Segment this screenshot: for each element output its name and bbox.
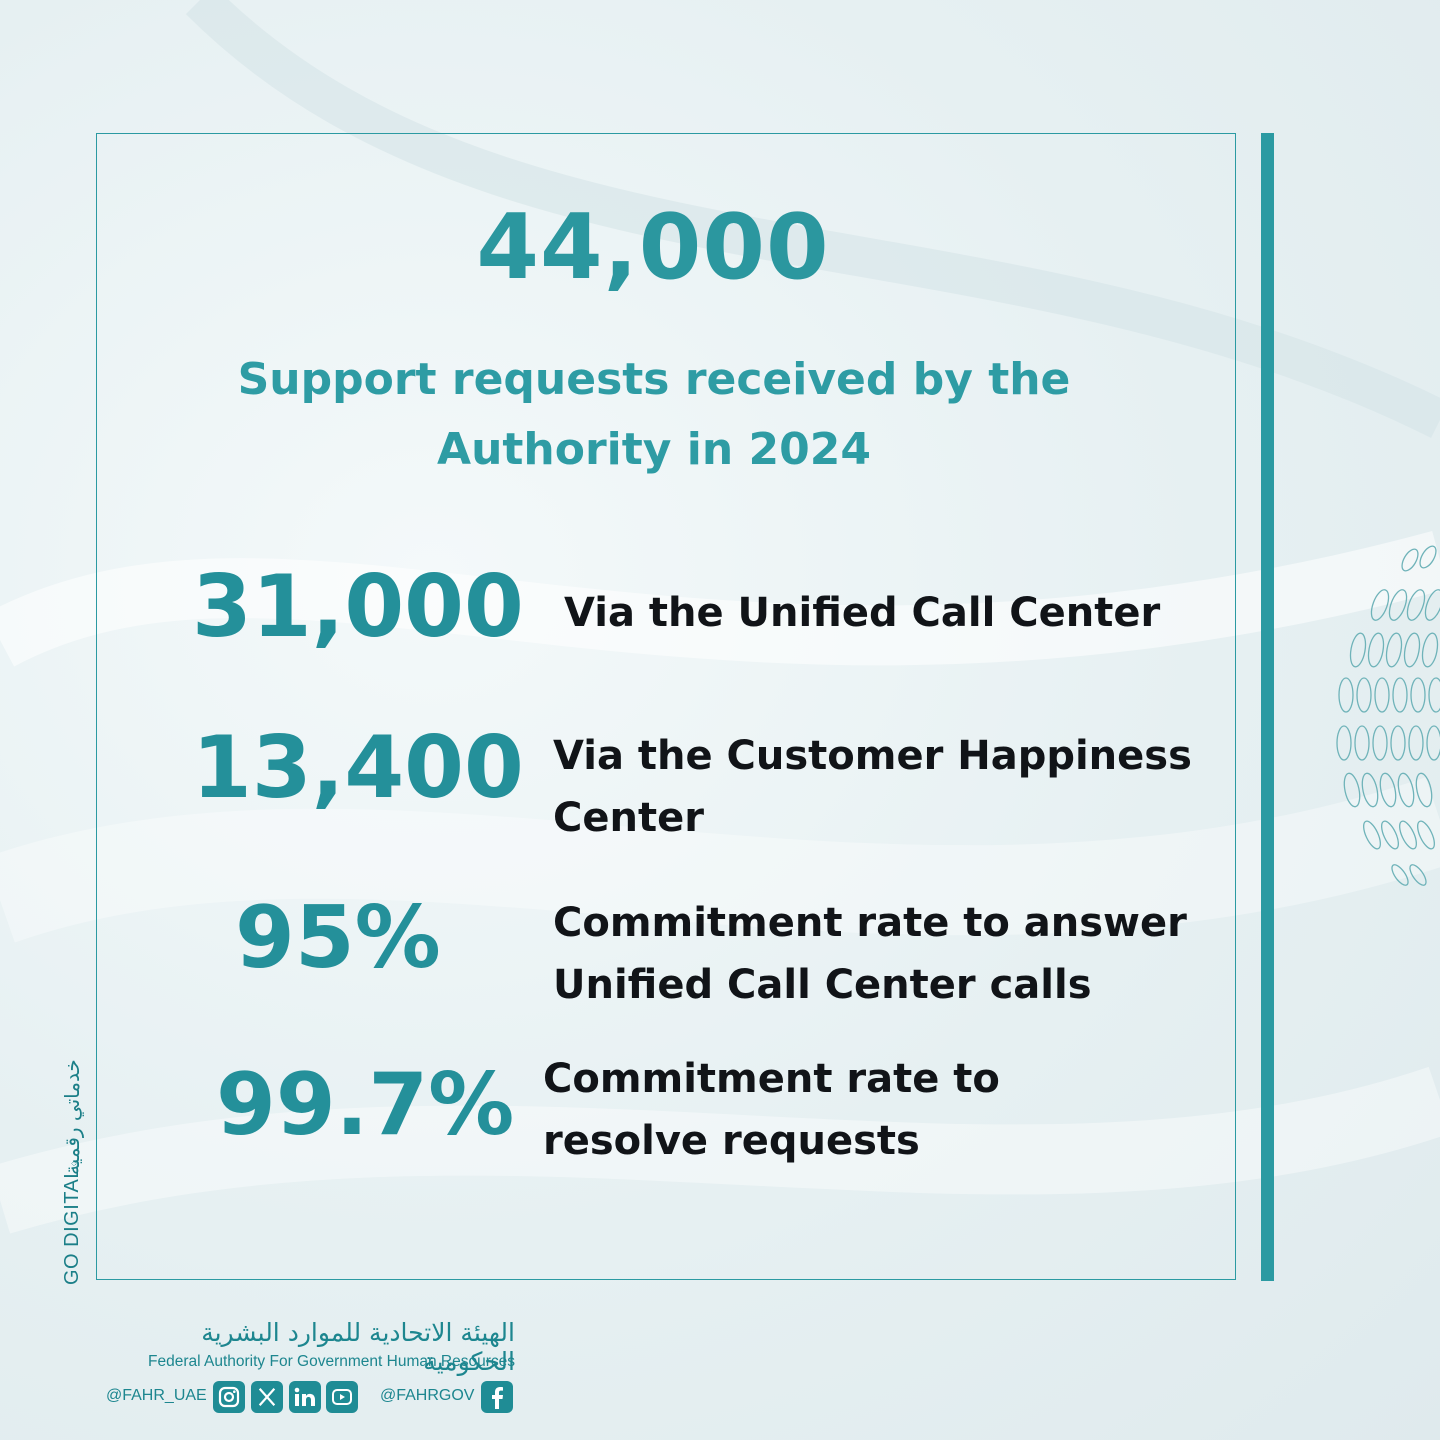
go-digital-arabic-text: خدماتي رقمية xyxy=(60,1059,84,1175)
x-icon[interactable] xyxy=(251,1381,283,1413)
go-digital-logo-icon xyxy=(71,1160,77,1167)
org-name-arabic: الهيئة الاتحادية للموارد البشرية الحكومي… xyxy=(201,1318,515,1376)
go-digital-text: GO DIGITAL xyxy=(61,1167,83,1285)
org-name-english: Federal Authority For Government Human R… xyxy=(148,1353,515,1370)
linkedin-icon[interactable] xyxy=(289,1381,321,1413)
instagram-icon[interactable] xyxy=(213,1381,245,1413)
headline-number: 44,000 xyxy=(476,195,830,300)
stat-number-call-center: 31,000 xyxy=(192,557,524,657)
accent-side-bar xyxy=(1261,133,1274,1281)
headline-caption: Support requests received by the Authori… xyxy=(237,354,1071,475)
globe-pattern-icon xyxy=(1336,545,1440,886)
handle-fahr-uae[interactable]: @FAHR_UAE xyxy=(106,1387,207,1404)
stat-label-answer-rate: Commitment rate to answer Unified Call C… xyxy=(553,900,1187,1008)
stat-number-resolve-rate: 99.7% xyxy=(216,1055,515,1155)
stat-number-answer-rate: 95% xyxy=(235,888,441,988)
stat-number-happiness-center: 13,400 xyxy=(192,718,524,818)
content-frame xyxy=(96,133,1236,1280)
youtube-icon[interactable] xyxy=(326,1381,358,1413)
stat-label-call-center: Via the Unified Call Center xyxy=(564,590,1161,636)
handle-fahrgov[interactable]: @FAHRGOV xyxy=(380,1387,475,1404)
stat-label-resolve-rate: Commitment rate to resolve requests xyxy=(543,1056,1000,1164)
stat-label-happiness-center: Via the Customer Happiness Center xyxy=(553,733,1192,841)
facebook-icon[interactable] xyxy=(481,1381,513,1413)
